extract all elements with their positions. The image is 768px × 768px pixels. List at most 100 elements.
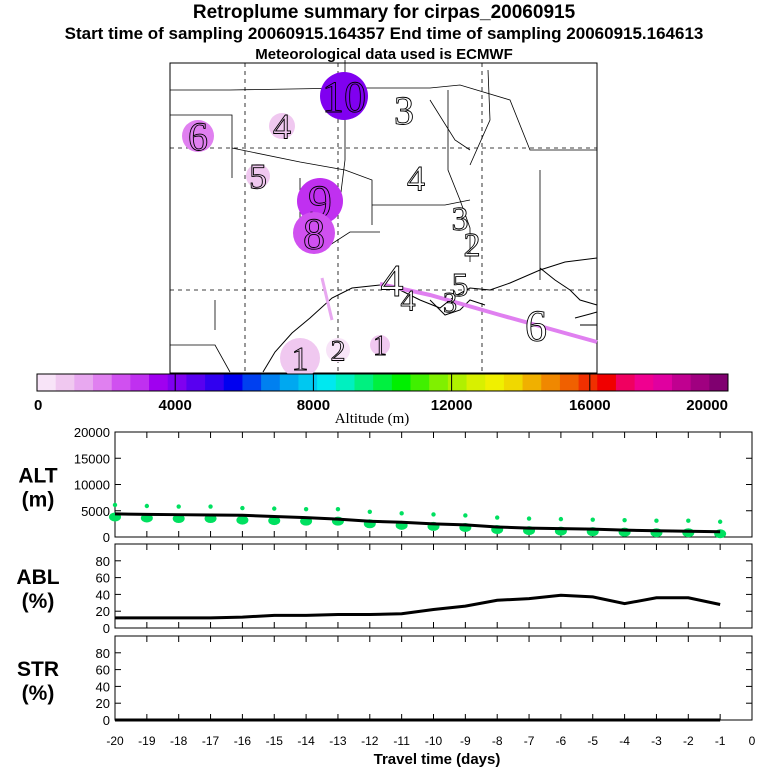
alt-panel: 0 5000 10000 15000 20000 ALT (m) (18, 425, 753, 545)
y-tick-label: 15000 (74, 451, 110, 466)
y-tick-label: 80 (96, 646, 110, 661)
plume-day-label: 4 (407, 159, 425, 199)
y-axis-label: ALT (m) (18, 465, 57, 512)
y-tick-label: 40 (96, 587, 110, 602)
panel-frame (114, 635, 753, 721)
y-tick-label: 40 (96, 679, 110, 694)
plume-marker (182, 120, 214, 152)
plume-trace (379, 282, 598, 344)
plume-marker (269, 113, 295, 139)
met-data-note: Meteorological data used is ECMWF (255, 46, 513, 63)
y-tick-label: 5000 (81, 504, 110, 519)
particle-marker (176, 504, 181, 509)
panel-frame (114, 543, 753, 629)
y-tick-label: 20000 (74, 425, 110, 440)
colorbar-tick-label: 8000 (297, 397, 330, 414)
particle-marker (526, 516, 532, 521)
colorbar-cell (615, 374, 636, 391)
particle-marker (654, 518, 659, 523)
x-tick-label: -16 (234, 734, 252, 748)
colorbar-cell (130, 374, 150, 391)
particle-marker (240, 505, 245, 511)
colorbar-cell (167, 374, 187, 391)
plume-day-label: 5 (452, 267, 469, 304)
y-tick-label: 0 (103, 530, 110, 545)
x-tick-label: -10 (425, 734, 443, 748)
plume-day-label: 1 (373, 331, 387, 362)
particle-marker (686, 518, 691, 523)
colorbar-cell (279, 374, 299, 391)
plume-day-label: 3 (452, 201, 469, 238)
chart-title: Retroplume summary for cirpas_20060915 (192, 2, 576, 23)
plume-day-label: 6 (525, 301, 547, 350)
colorbar-cell (261, 374, 281, 391)
y-tick-label: 20 (96, 604, 110, 619)
colorbar-cell (690, 374, 710, 391)
colorbar-cell (559, 374, 580, 391)
colorbar-cell (373, 374, 393, 391)
colorbar-cell (354, 374, 374, 391)
particle-marker (431, 512, 436, 517)
colorbar-cell (391, 374, 412, 391)
y-tick-label: 80 (96, 554, 110, 569)
particle-marker (172, 514, 185, 524)
particle-marker (558, 516, 564, 522)
x-tick-label: -14 (297, 734, 315, 748)
colorbar-cell (223, 374, 243, 391)
x-tick-label: -6 (556, 734, 567, 748)
colorbar-cell (597, 374, 617, 391)
plume-day-label: 4 (401, 285, 416, 318)
plume-marker (246, 164, 270, 188)
colorbar-tick-label: 12000 (431, 397, 473, 414)
plume-marker (370, 335, 390, 355)
plume-marker (326, 338, 350, 362)
plume-marker (320, 72, 368, 120)
x-tick-label: -5 (587, 734, 598, 748)
x-tick-label: -12 (361, 734, 379, 748)
altitude-colorbar: 0 4000 8000 12000 16000 20000 Altitude (m) (34, 373, 729, 427)
colorbar-tick-label: 4000 (159, 397, 192, 414)
colorbar-cell (205, 374, 225, 391)
xaxis-label: Travel time (days) (374, 751, 501, 768)
plume-marker (280, 338, 320, 378)
series-line (114, 512, 721, 534)
particle-marker (236, 515, 249, 525)
plume-day-label: 5 (249, 157, 267, 197)
series-line (115, 593, 721, 620)
x-tick-label: -17 (202, 734, 220, 748)
plume-day-label: 2 (331, 335, 346, 368)
particle-marker (717, 519, 723, 524)
x-tick-label: -7 (524, 734, 535, 748)
plume-day-label: 8 (303, 209, 325, 258)
colorbar-cell (541, 374, 561, 391)
colorbar-cell (111, 374, 131, 391)
x-tick-label: -9 (460, 734, 471, 748)
colorbar-cell (485, 374, 505, 391)
plume-day-label: 3 (443, 288, 457, 319)
particle-marker (144, 503, 150, 509)
y-tick-label: 0 (103, 621, 110, 636)
x-tick-label: -3 (651, 734, 662, 748)
colorbar-cell (298, 374, 318, 391)
map-coastline (262, 257, 598, 373)
y-tick-label: 0 (103, 713, 110, 728)
plume-day-label: 10 (322, 72, 366, 121)
x-tick-labels: -20 -19 -18 -17 -16 -15 -14 -13 -12 -11 -10 -9 -8 -7-… (106, 734, 755, 748)
sampling-times: Start time of sampling 20060915.164357 E… (64, 24, 704, 43)
x-tick-label: -15 (266, 734, 284, 748)
colorbar-cell (578, 374, 598, 391)
colorbar-cell (671, 374, 692, 391)
x-tick-label: -4 (619, 734, 630, 748)
colorbar-cell (429, 374, 449, 391)
colorbar-label: Altitude (m) (335, 411, 410, 427)
plume-day-label: 4 (273, 107, 291, 147)
colorbar-cell (653, 374, 673, 391)
colorbar-cell (410, 374, 430, 391)
colorbar-cell (522, 374, 542, 391)
plume-marker (293, 212, 335, 254)
y-axis-label: ABL (%) (16, 566, 59, 613)
